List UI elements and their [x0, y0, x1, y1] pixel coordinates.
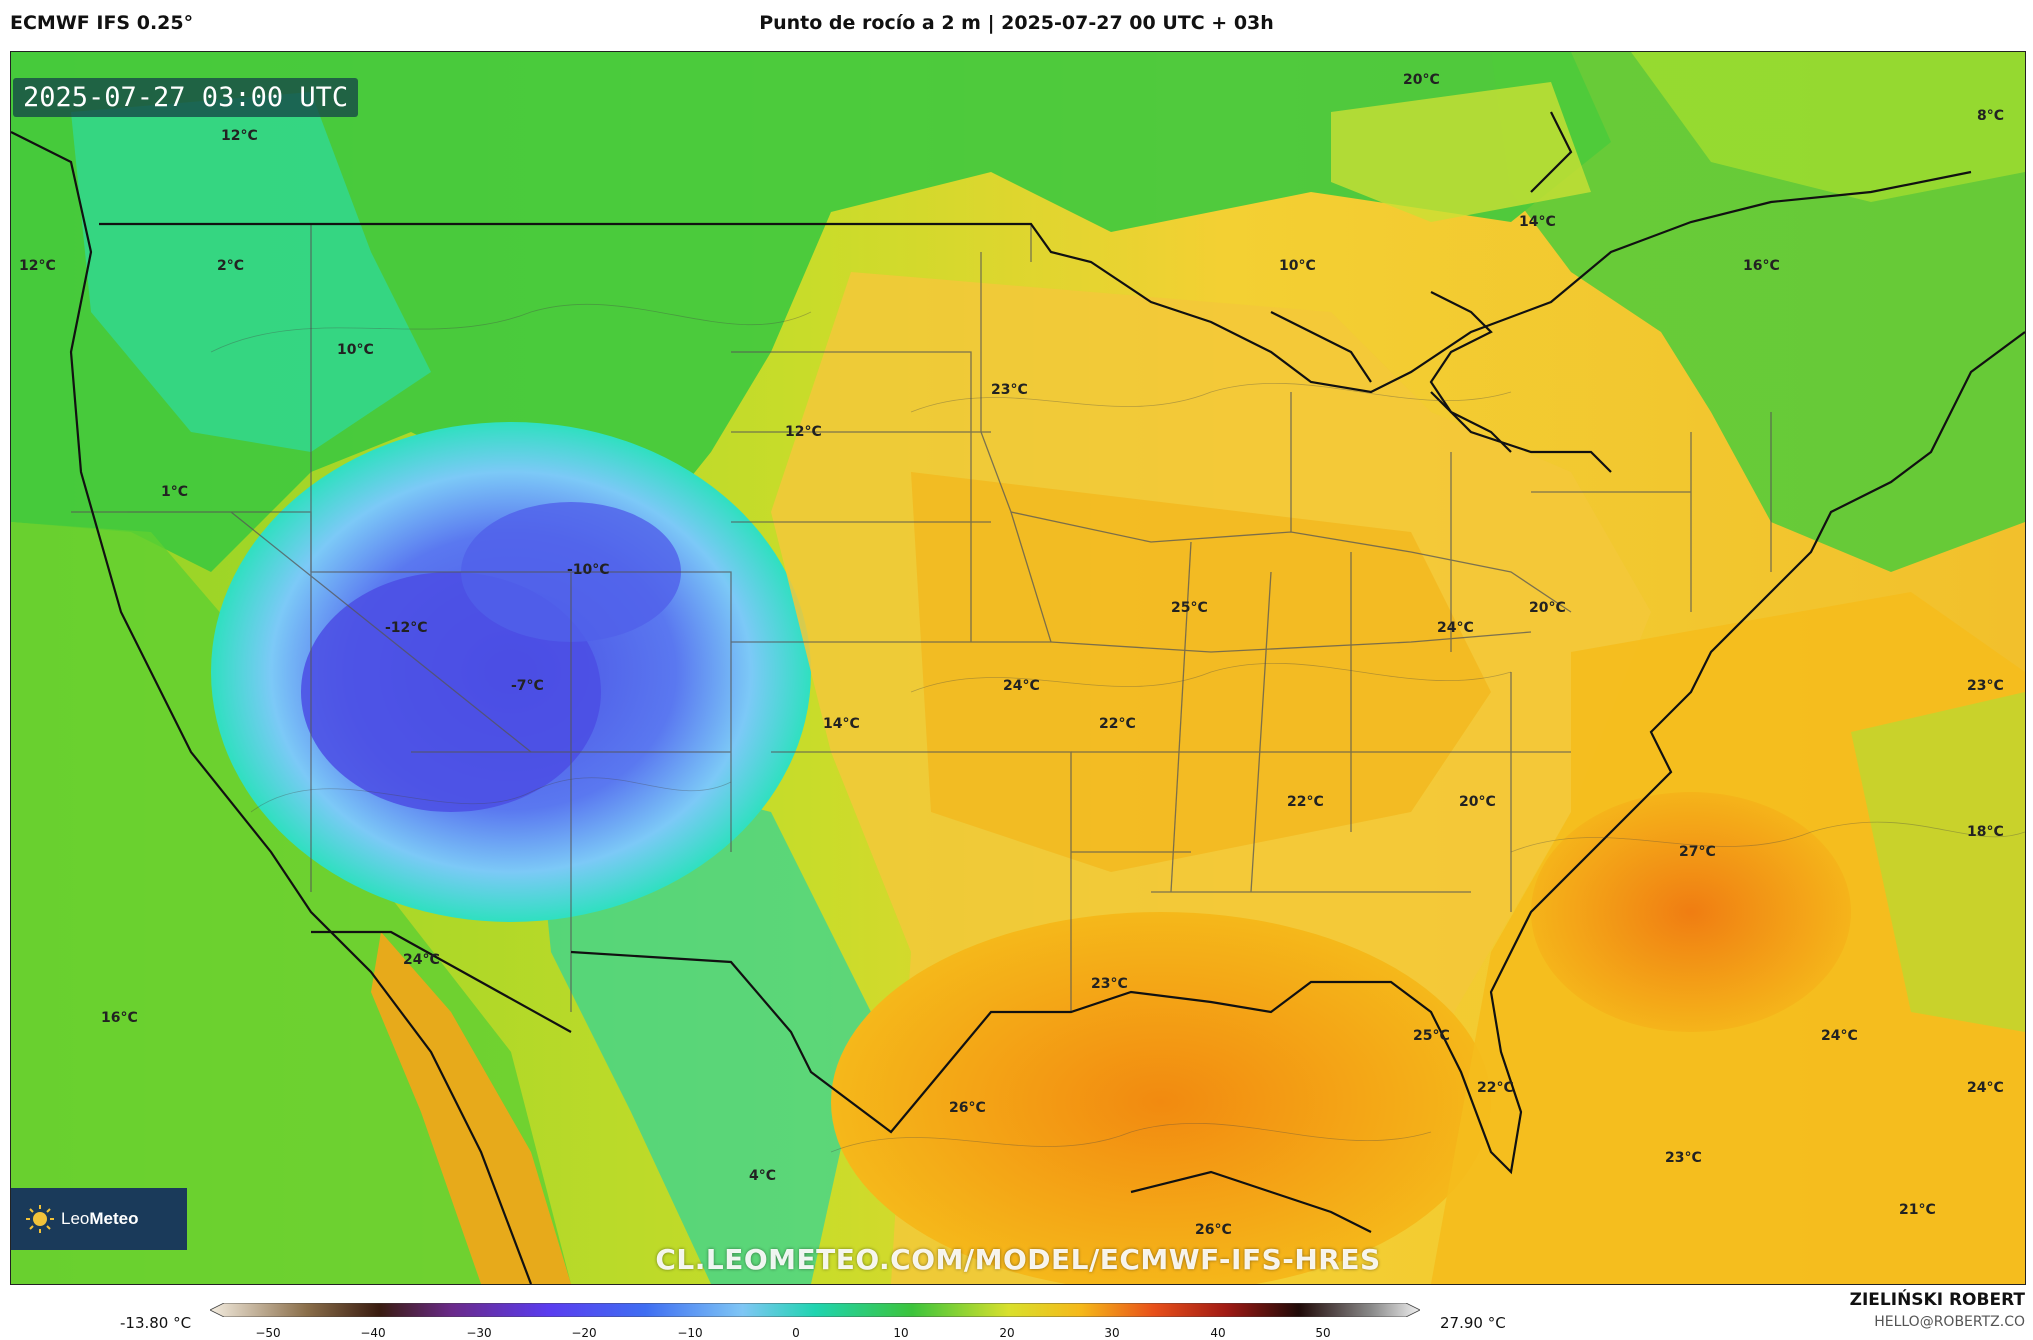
temp-label: 10°C [337, 342, 374, 358]
temp-label: 22°C [1287, 794, 1324, 810]
temp-label: 12°C [19, 258, 56, 274]
legend-tick: −40 [360, 1326, 386, 1340]
temp-label: 24°C [1437, 620, 1474, 636]
temp-label: 24°C [403, 952, 440, 968]
legend-min: -13.80 °C [120, 1314, 192, 1332]
temp-label: 22°C [1477, 1080, 1514, 1096]
map-canvas [11, 52, 2025, 1284]
legend-tick: 50 [1315, 1326, 1331, 1340]
temp-label: 24°C [1003, 678, 1040, 694]
temp-label: 26°C [1195, 1222, 1232, 1238]
valid-time: 2025-07-27 03:00 UTC [13, 78, 359, 117]
legend-tick: −30 [466, 1326, 492, 1340]
header: ECMWF IFS 0.25° Punto de rocío a 2 m | 2… [0, 0, 2033, 50]
legend-ticks: −50 −40 −30 −20 −10 0 10 20 30 40 50 [0, 1326, 2033, 1340]
temp-label: 25°C [1413, 1028, 1450, 1044]
legend-tick: −10 [677, 1326, 703, 1340]
chart-title: Punto de rocío a 2 m | 2025-07-27 00 UTC… [759, 12, 1274, 34]
legend-tick: −50 [255, 1326, 281, 1340]
temp-label: 27°C [1679, 844, 1716, 860]
temp-label: 20°C [1459, 794, 1496, 810]
temp-label: 23°C [1665, 1150, 1702, 1166]
temp-label: 20°C [1529, 600, 1566, 616]
temp-label: 16°C [1743, 258, 1780, 274]
temp-label: 25°C [1171, 600, 1208, 616]
legend-tick: 20 [999, 1326, 1015, 1340]
temp-label: 23°C [1091, 976, 1128, 992]
temp-label: 10°C [1279, 258, 1316, 274]
temp-label: 22°C [1099, 716, 1136, 732]
temp-label: 2°C [217, 258, 245, 274]
sun-icon [26, 1205, 54, 1233]
temp-label: -10°C [567, 562, 610, 578]
temp-label: 1°C [161, 484, 189, 500]
temp-label: 26°C [949, 1100, 986, 1116]
temp-label: 20°C [1403, 72, 1440, 88]
source-watermark: CL.LEOMETEO.COM/MODEL/ECMWF-IFS-HRES [655, 1243, 1381, 1276]
color-legend: -13.80 °C 27.90 °C [0, 1290, 2033, 1340]
temp-label: 4°C [749, 1168, 777, 1184]
legend-max: 27.90 °C [1440, 1314, 1506, 1332]
temp-label: 12°C [221, 128, 258, 144]
coastlines [11, 111, 2025, 1284]
legend-colorbar [210, 1303, 1420, 1317]
model-name: ECMWF IFS 0.25° [10, 12, 194, 34]
leometeo-logo: LeoMeteo [11, 1188, 187, 1250]
author-email[interactable]: HELLO@ROBERTZ.CO [1874, 1314, 2025, 1330]
temp-label: 16°C [101, 1010, 138, 1026]
temp-label: 14°C [1519, 214, 1556, 230]
legend-tick: 10 [893, 1326, 909, 1340]
temp-label: 14°C [823, 716, 860, 732]
author-name: ZIELIŃSKI ROBERT [1849, 1290, 2025, 1310]
temp-label: -12°C [385, 620, 428, 636]
dewpoint-map[interactable]: 2025-07-27 03:00 UTC 20°C 8°C 12°C 14°C … [10, 51, 2026, 1285]
legend-tick: 40 [1210, 1326, 1226, 1340]
legend-tick: 0 [792, 1326, 800, 1340]
temp-label: 12°C [785, 424, 822, 440]
temp-label: 8°C [1977, 108, 2005, 124]
temp-label: 18°C [1967, 824, 2004, 840]
temp-label: -7°C [511, 678, 544, 694]
temp-label: 24°C [1821, 1028, 1858, 1044]
temp-label: 21°C [1899, 1202, 1936, 1218]
logo-text: LeoMeteo [61, 1209, 139, 1228]
legend-tick: 30 [1104, 1326, 1120, 1340]
temp-label: 23°C [991, 382, 1028, 398]
temp-label: 24°C [1967, 1080, 2004, 1096]
temp-label: 23°C [1967, 678, 2004, 694]
legend-tick: −20 [571, 1326, 597, 1340]
